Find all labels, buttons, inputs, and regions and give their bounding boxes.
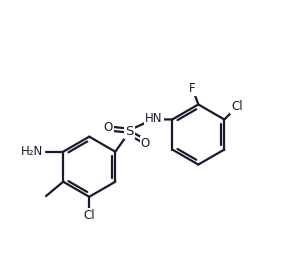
Text: H₂N: H₂N [21, 145, 43, 158]
Text: Cl: Cl [231, 100, 243, 113]
Text: Cl: Cl [84, 209, 95, 222]
Text: O: O [141, 136, 150, 150]
Text: O: O [103, 121, 113, 134]
Text: S: S [125, 125, 134, 138]
Text: HN: HN [145, 112, 163, 125]
Text: F: F [189, 82, 196, 95]
